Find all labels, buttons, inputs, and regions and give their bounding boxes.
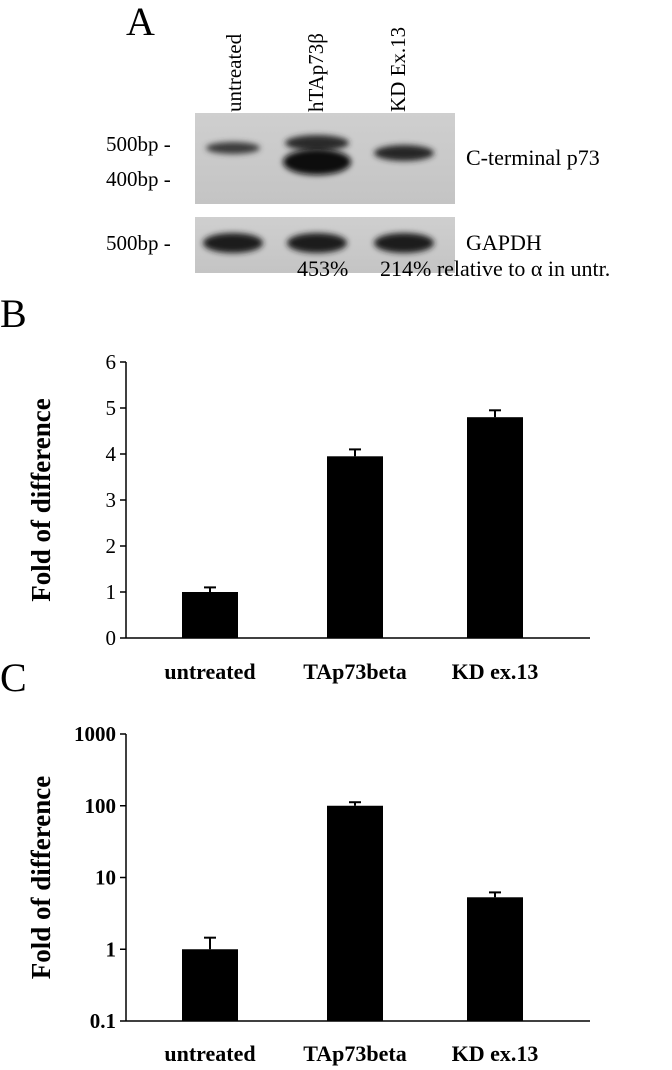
chart-b-x-tick-label-kd-ex-13: KD ex.13 <box>452 659 539 684</box>
gel-band-gapdh-kd <box>374 233 434 253</box>
lane-label-kd-ex13: KD Ex.13 <box>386 26 410 112</box>
gel-images <box>195 113 455 273</box>
chart-c-bar-kd-ex-13 <box>467 897 523 1021</box>
chart-b-y-tick-label: 3 <box>106 488 117 512</box>
chart-b-y-axis-label: Fold of difference <box>26 398 56 601</box>
chart-c-y-tick-label: 1 <box>106 937 117 961</box>
gel-c-terminal-p73 <box>195 113 455 204</box>
chart-c-x-tick-label-untreated: untreated <box>164 1041 255 1066</box>
chart-b-bar-kd-ex-13 <box>467 417 523 638</box>
chart-c: 0.1 1 10 100 1000 Fold of difference untreated… <box>26 722 590 1066</box>
chart-b: 0 1 2 3 4 5 6 Fold of difference untreated TAp73b… <box>26 350 590 684</box>
marker-500bp-bottom: 500bp - <box>106 231 171 255</box>
panel-b-letter: B <box>0 291 27 336</box>
percent-kd-ex13: 214% relative to α in untr. <box>380 256 611 281</box>
lane-label-untreated: untreated <box>222 33 246 112</box>
chart-b-bar-tap73beta <box>327 456 383 638</box>
chart-c-x-tick-label-tap73beta: TAp73beta <box>303 1041 407 1066</box>
band-label-gapdh: GAPDH <box>466 230 542 255</box>
chart-c-bar-untreated <box>182 949 238 1021</box>
panel-a-letter: A <box>126 0 155 44</box>
chart-b-y-tick-label: 5 <box>106 396 117 420</box>
chart-c-x-tick-label-kd-ex-13: KD ex.13 <box>452 1041 539 1066</box>
chart-b-y-tick-label: 1 <box>106 580 117 604</box>
chart-b-x-tick-label-untreated: untreated <box>164 659 255 684</box>
gel-band-htap73b-upper <box>285 135 349 151</box>
chart-b-y-tick-label: 4 <box>106 442 117 466</box>
gel-band-htap73b-lower <box>283 149 351 175</box>
chart-b-x-tick-label-tap73beta: TAp73beta <box>303 659 407 684</box>
chart-c-y-axis-label: Fold of difference <box>26 776 56 979</box>
chart-c-y-tick-label: 1000 <box>74 722 116 746</box>
chart-b-y-tick-label: 0 <box>106 626 117 650</box>
panel-c-letter: C <box>0 655 27 700</box>
chart-b-y-tick-label: 2 <box>106 534 117 558</box>
percent-htap73b: 453% <box>297 256 349 281</box>
gel-gapdh <box>195 217 455 273</box>
chart-b-y-tick-label: 6 <box>106 350 117 374</box>
gel-band-untreated <box>206 142 260 154</box>
lane-label-htap73b: hTAp73β <box>304 33 328 112</box>
marker-500bp-top: 500bp - <box>106 132 171 156</box>
band-label-c-terminal-p73: C-terminal p73 <box>466 145 600 170</box>
chart-c-y-tick-label: 0.1 <box>90 1009 116 1033</box>
gel-band-kd-ex13 <box>374 145 434 161</box>
chart-c-bar-tap73beta <box>327 805 383 1021</box>
chart-c-y-tick-label: 10 <box>95 866 116 890</box>
gel-band-gapdh-untreated <box>203 233 263 253</box>
gel-band-gapdh-htap73b <box>287 233 347 253</box>
chart-c-y-tick-label: 100 <box>85 794 117 818</box>
marker-400bp: 400bp - <box>106 167 171 191</box>
chart-b-bar-untreated <box>182 592 238 638</box>
